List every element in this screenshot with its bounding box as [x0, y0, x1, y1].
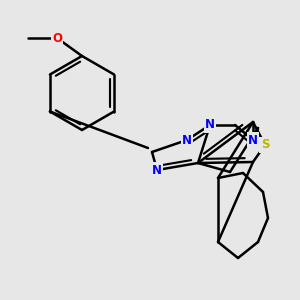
Text: S: S: [261, 139, 269, 152]
Text: N: N: [248, 134, 258, 146]
Text: N: N: [152, 164, 162, 176]
Text: N: N: [182, 134, 192, 146]
Text: N: N: [205, 118, 215, 131]
Text: O: O: [52, 32, 62, 44]
